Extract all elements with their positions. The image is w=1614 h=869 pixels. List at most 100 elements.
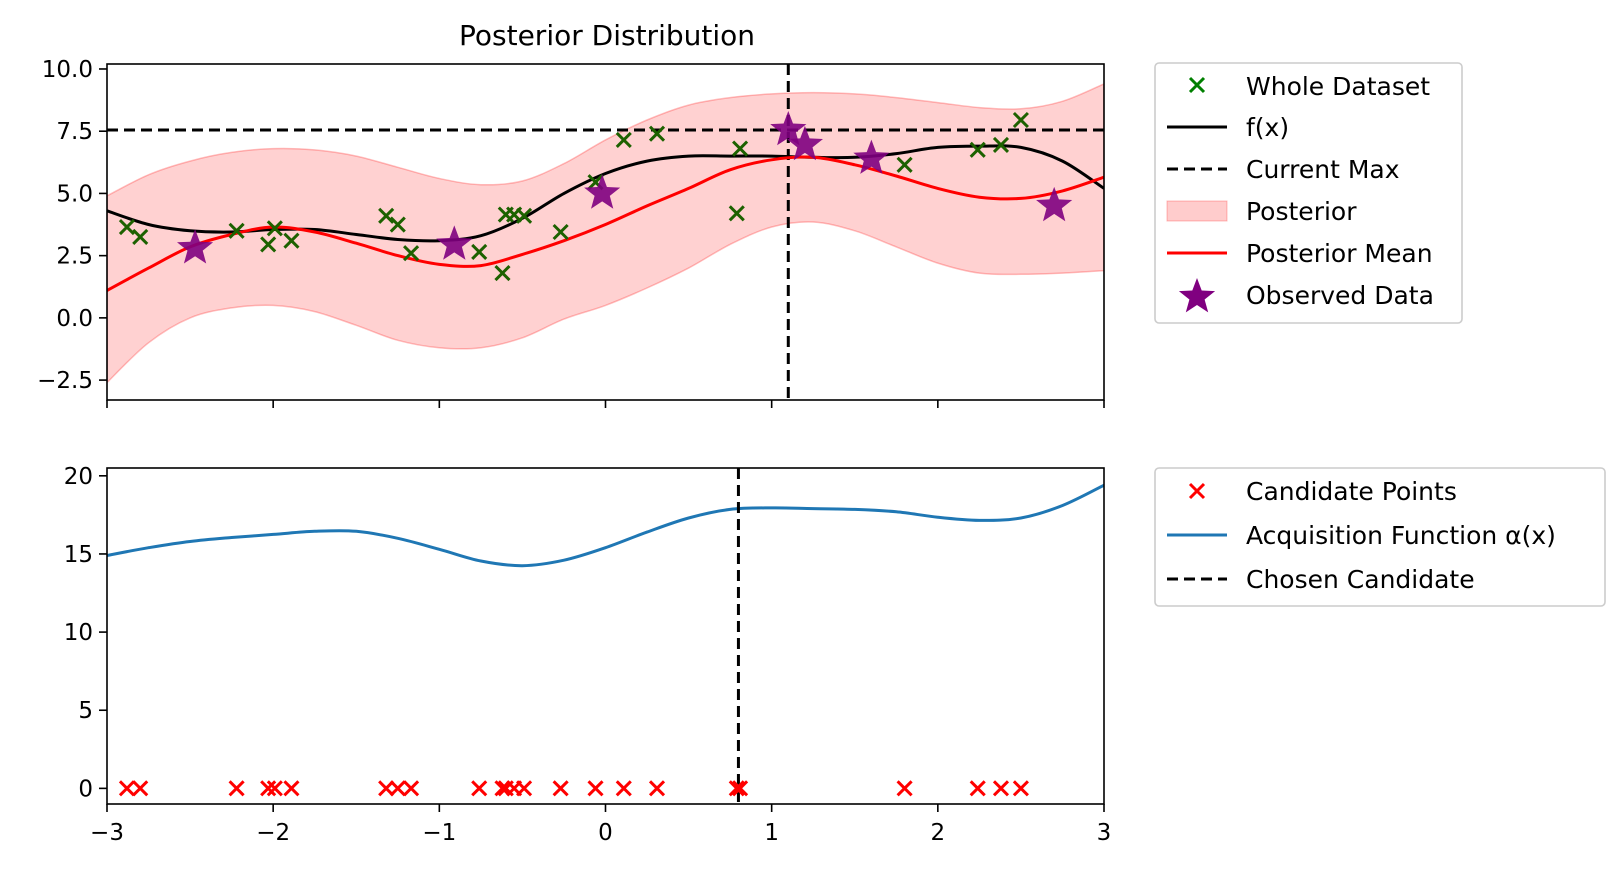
legend-item-whole-dataset: Whole Dataset [1188,72,1430,101]
legend-label: Posterior [1246,197,1357,226]
observed-data-point [177,229,214,264]
observed-data-point [584,174,621,209]
whole-dataset-point [132,228,149,246]
candidate-point [1012,780,1029,797]
y-tick-label: 20 [64,464,93,490]
whole-dataset-point [1012,111,1029,129]
y-tick-label: 0.0 [56,306,93,332]
posterior-title: Posterior Distribution [459,19,755,52]
whole-dataset-point [471,243,488,260]
y-tick-label: 15 [64,542,93,568]
acquisition-x-axis: −3 −2 −1 0 1 2 3 [90,804,1111,846]
whole-dataset-point [266,220,283,237]
whole-dataset-point [728,205,745,222]
candidate-point [471,780,488,797]
candidate-point [266,780,283,797]
x-tick-label: 1 [764,820,779,846]
legend-item-chosen-candidate: Chosen Candidate [1167,565,1475,594]
legend-label: Acquisition Function α(x) [1246,521,1556,550]
y-tick-label: 7.5 [56,119,93,145]
acquisition-legend-box [1154,467,1606,607]
x-tick-label: 3 [1097,820,1112,846]
legend-label: Posterior Mean [1246,239,1433,268]
legend-marker-x [1188,482,1206,500]
x-tick-label: 2 [931,820,946,846]
whole-dataset-point [896,156,913,173]
whole-dataset-point [389,216,406,233]
whole-dataset-point [283,232,300,249]
y-tick-label: 10 [64,620,93,646]
posterior-panel: Posterior Distribution −2.5 0.0 2.5 5.0 7.5 1… [37,19,1105,408]
y-tick-label: 5.0 [56,181,93,207]
legend-patch [1166,200,1228,222]
candidate-point [494,780,511,797]
candidate-point [992,780,1010,797]
x-tick-label: −1 [422,820,456,846]
legend-label: Observed Data [1246,281,1434,310]
candidate-point [648,780,666,797]
candidate-point [516,780,533,797]
posterior-legend: Whole Dataset f(x) Current Max Posterior… [1154,62,1463,324]
whole-dataset-point [552,223,569,241]
whole-dataset-point [516,207,533,224]
candidate-point [378,780,395,797]
whole-dataset-point [403,245,420,262]
whole-dataset-point [494,265,511,282]
whole-dataset-point [118,218,136,236]
x-tick-label: −3 [90,820,124,846]
whole-dataset-point [648,125,666,142]
legend-item-candidate-points: Candidate Points [1188,477,1457,506]
legend-label: Whole Dataset [1246,72,1430,101]
candidate-point [587,780,604,797]
legend-item-posterior: Posterior [1166,197,1357,226]
posterior-y-axis: −2.5 0.0 2.5 5.0 7.5 10.0 [37,57,107,394]
candidate-point [118,780,136,797]
whole-dataset-point [615,131,632,148]
legend-item-current-max: Current Max [1167,155,1400,184]
legend-label: Chosen Candidate [1246,565,1475,594]
whole-dataset-point [992,136,1010,153]
legend-label: Candidate Points [1246,477,1457,506]
x-tick-label: −2 [256,820,290,846]
acquisition-plot-area [107,468,1104,804]
candidate-point [732,780,749,797]
legend-marker-x [1188,76,1206,94]
posterior-x-axis [106,400,1105,408]
acquisition-function-line [107,483,1104,568]
whole-dataset-point [378,207,395,224]
candidate-point [283,780,300,797]
acquisition-panel: 0 5 10 15 20 −3 −2 −1 0 1 2 3 [64,464,1112,846]
legend-label: f(x) [1246,113,1289,142]
whole-dataset-point [228,222,245,239]
legend-item-observed-data: Observed Data [1178,278,1434,313]
candidate-point [389,780,406,797]
legend-item-acquisition-function: Acquisition Function α(x) [1167,521,1556,550]
observed-data-point [436,225,473,260]
candidate-point [728,780,745,797]
candidate-point [228,780,245,797]
y-tick-label: 2.5 [56,244,93,270]
legend-item-posterior-mean: Posterior Mean [1167,239,1433,268]
acquisition-y-axis: 0 5 10 15 20 [64,464,107,802]
posterior-plot-area [107,64,1104,400]
candidate-point [615,780,632,797]
x-tick-label: 0 [598,820,613,846]
legend-label: Current Max [1246,155,1400,184]
legend-item-f-line: f(x) [1167,113,1289,142]
acquisition-legend: Candidate Points Acquisition Function α(… [1154,467,1606,607]
observed-data-point [1036,186,1073,222]
legend-star-marker [1178,278,1216,313]
whole-dataset-point [260,236,277,253]
candidate-point [260,780,277,797]
y-tick-label: −2.5 [37,368,93,394]
y-tick-label: 0 [78,776,93,802]
y-tick-label: 5 [78,698,93,724]
observed-data-point [786,125,823,161]
posterior-legend-box [1154,62,1463,324]
whole-dataset-point [969,141,986,158]
candidate-point [552,780,569,797]
observed-data-point [853,139,890,174]
candidate-point [896,780,913,797]
candidate-point [403,780,420,797]
